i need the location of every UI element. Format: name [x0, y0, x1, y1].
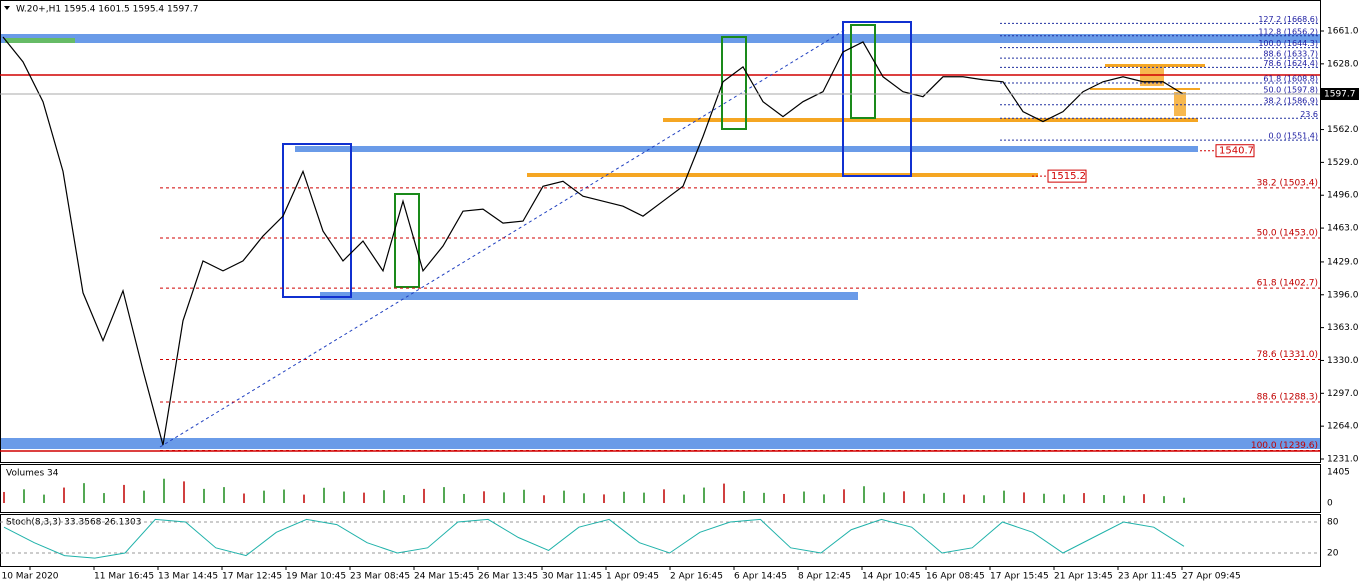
header-arrow — [4, 6, 10, 10]
date-label: 2 Apr 16:45 — [670, 572, 723, 582]
fib-label: 88.6 (1288.3) — [1257, 392, 1318, 402]
stoch-tick-label: 20 — [1327, 549, 1339, 559]
orange-level — [1105, 64, 1205, 67]
date-label: 19 Mar 10:45 — [286, 572, 346, 582]
zone-band — [1, 34, 1320, 43]
chart-header: W.20+,H1 1595.4 1601.5 1595.4 1597.7 — [16, 5, 198, 15]
fib-label: 61.8 (1402.7) — [1257, 279, 1318, 289]
main-frame — [0, 0, 1321, 463]
current-price-box — [1321, 88, 1359, 101]
price-tick-label: 1363.0 — [1327, 323, 1359, 333]
date-label: 26 Mar 13:45 — [478, 572, 538, 582]
level-label: 1515.2 — [1051, 171, 1086, 182]
price-tick-label: 1628.0 — [1327, 59, 1359, 69]
price-tick-label: 1396.0 — [1327, 290, 1359, 300]
date-label: 23 Mar 08:45 — [350, 572, 410, 582]
orange-box — [1174, 92, 1186, 116]
price-tick-label: 1297.0 — [1327, 389, 1359, 399]
fib-label: 78.6 (1331.0) — [1257, 350, 1318, 360]
volume-title: Volumes 34 — [6, 469, 59, 479]
green-box — [721, 36, 747, 130]
fib-label: 38.2 (1503.4) — [1257, 178, 1318, 188]
price-tick-label: 1463.0 — [1327, 224, 1359, 234]
volume-frame — [0, 464, 1321, 513]
orange-level — [1090, 88, 1200, 90]
date-label: 14 Apr 10:45 — [862, 572, 921, 582]
date-label: 23 Apr 11:45 — [1118, 572, 1177, 582]
date-label: 10 Mar 2020 — [1, 572, 58, 582]
date-label: 1 Apr 09:45 — [606, 572, 659, 582]
date-label: 17 Apr 15:45 — [990, 572, 1049, 582]
green-marker — [5, 38, 75, 43]
date-label: 11 Mar 16:45 — [94, 572, 154, 582]
level-box — [1047, 169, 1087, 183]
fib-label: 127.2 (1668.6) — [1258, 15, 1318, 24]
price-tick-label: 1496.0 — [1327, 191, 1359, 201]
orange-level — [663, 118, 1198, 122]
price-tick-label: 1429.0 — [1327, 257, 1359, 267]
price-tick-label: 1330.0 — [1327, 356, 1359, 366]
price-tick-label: 1231.0 — [1327, 455, 1359, 465]
fib-label: 23.6 — [1300, 110, 1318, 119]
date-label: 8 Apr 12:45 — [798, 572, 851, 582]
fib-label: 61.8 (1608.8) — [1263, 74, 1318, 83]
date-label: 16 Apr 08:45 — [926, 572, 985, 582]
stoch-tick-label: 80 — [1327, 518, 1339, 528]
fib-trend — [159, 29, 846, 448]
zone-band — [320, 292, 858, 300]
fib-label: 78.6 (1624.4) — [1263, 59, 1318, 68]
blue-box — [282, 143, 352, 298]
green-box — [394, 193, 420, 288]
date-label: 6 Apr 14:45 — [734, 572, 787, 582]
date-label: 27 Apr 09:45 — [1182, 572, 1241, 582]
date-label: 24 Mar 15:45 — [414, 572, 474, 582]
orange-box — [1140, 66, 1164, 86]
zone-band — [1, 438, 1320, 449]
fib-label: 50.0 (1597.8) — [1263, 85, 1318, 94]
stoch-frame — [0, 514, 1321, 567]
fib-label: 100.0 (1239.6) — [1251, 441, 1318, 451]
level-box — [1215, 144, 1255, 158]
price-tick-label: 1562.0 — [1327, 125, 1359, 135]
price-tick-label: 1661.0 — [1327, 27, 1359, 37]
orange-level — [527, 173, 1038, 177]
current-price-label: 1597.7 — [1324, 90, 1356, 100]
volume-tick-label: 0 — [1327, 499, 1333, 509]
volume-tick-label: 1405 — [1327, 468, 1350, 478]
zone-band — [295, 146, 1198, 152]
price-tick-label: 1529.0 — [1327, 158, 1359, 168]
price-line — [2, 36, 1184, 446]
date-label: 17 Mar 12:45 — [222, 572, 282, 582]
blue-box — [842, 21, 912, 177]
date-label: 30 Mar 11:45 — [542, 572, 602, 582]
fib-label: 0.0 (1551.4) — [1269, 132, 1319, 141]
fib-label: 100.0 (1644.3) — [1258, 39, 1318, 48]
fib-label: 88.6 (1633.7) — [1263, 50, 1318, 59]
green-box — [850, 24, 876, 119]
date-label: 13 Mar 14:45 — [158, 572, 218, 582]
fib-label: 38.2 (1586.9) — [1263, 96, 1318, 105]
price-tick-label: 1264.0 — [1327, 422, 1359, 432]
fib-label: 50.0 (1453.0) — [1257, 229, 1318, 239]
date-label: 21 Apr 13:45 — [1054, 572, 1113, 582]
stoch-line — [3, 518, 1185, 559]
fib-label: 112.8 (1656.2) — [1258, 27, 1318, 36]
level-label: 1540.7 — [1219, 146, 1254, 157]
